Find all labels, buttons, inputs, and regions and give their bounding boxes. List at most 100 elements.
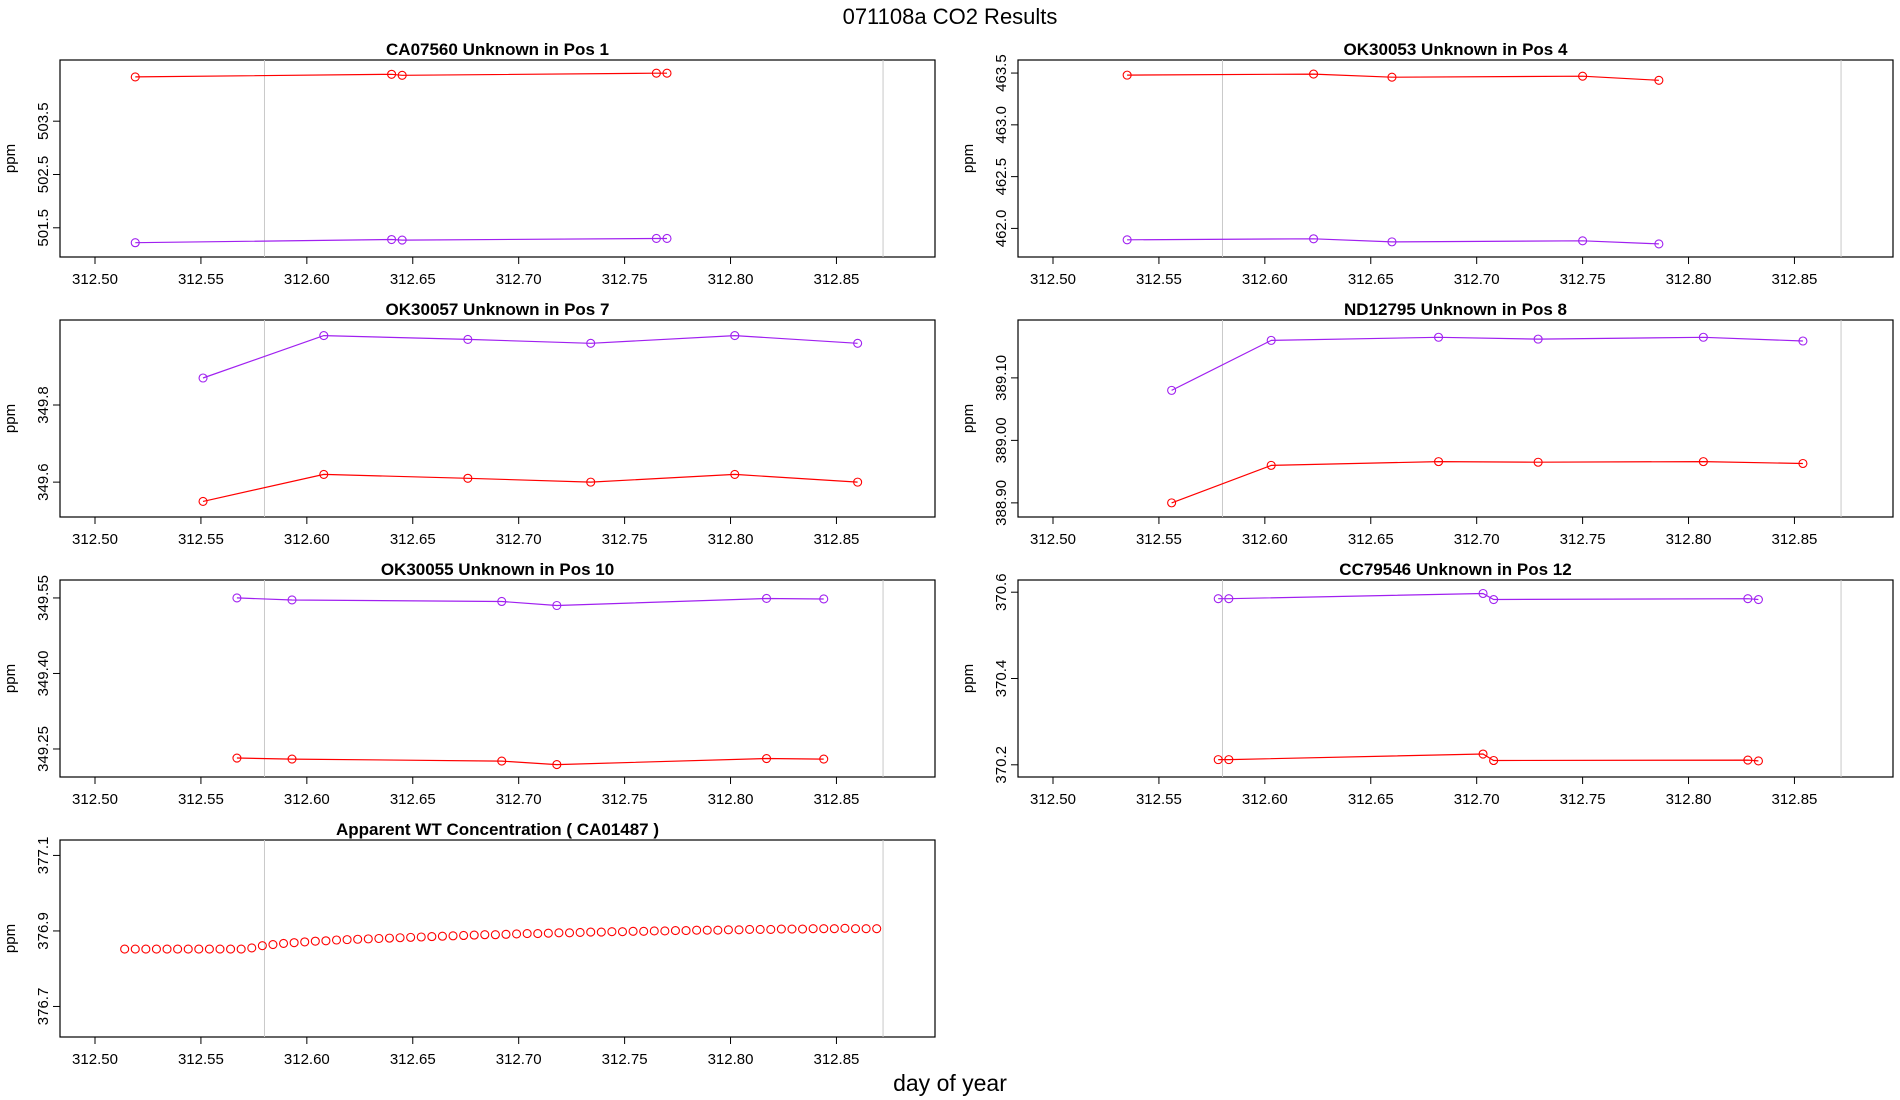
data-point-purple	[198, 373, 208, 383]
data-point-red	[670, 926, 680, 936]
data-point-purple	[586, 338, 596, 348]
panel-4: ND12795 Unknown in Pos 8 312.50 312.55 312.…	[960, 300, 1894, 548]
x-tick-label: 312.75	[1560, 791, 1606, 808]
data-point-red	[232, 753, 242, 763]
data-point-purple	[853, 338, 863, 348]
plot-frame	[1017, 579, 1894, 778]
data-point-purple	[1753, 594, 1763, 605]
plot-frame	[59, 839, 936, 1038]
data-point-purple	[397, 235, 407, 245]
data-point-purple	[730, 331, 740, 341]
data-point-red	[861, 924, 871, 934]
data-point-red	[501, 929, 511, 939]
x-tick-label: 312.80	[1666, 791, 1712, 808]
data-point-purple	[1533, 334, 1543, 344]
y-tick-label: 503.5	[35, 102, 52, 140]
data-point-red	[819, 754, 829, 764]
panel-title: Apparent WT Concentration ( CA01487 )	[336, 820, 659, 839]
data-point-purple	[1434, 332, 1444, 342]
panel-7: Apparent WT Concentration ( CA01487 ) 312…	[2, 820, 936, 1068]
data-point-red	[353, 934, 363, 944]
x-tick-label: 312.80	[708, 791, 754, 808]
data-point-red	[1224, 755, 1234, 765]
data-point-red	[639, 926, 649, 936]
y-tick-label: 349.6	[35, 463, 52, 501]
y-tick-label: 370.6	[993, 573, 1010, 611]
data-point-red	[1578, 71, 1588, 81]
data-point-red	[278, 938, 289, 948]
data-point-purple	[319, 331, 329, 341]
panel-title: CA07560 Unknown in Pos 1	[386, 40, 609, 59]
y-axis-label: ppm	[960, 144, 977, 173]
x-tick-label: 312.50	[1030, 791, 1076, 808]
data-point-red	[247, 943, 257, 953]
data-point-red	[651, 68, 661, 78]
figure-title: 071108a CO2 Results	[842, 4, 1058, 29]
x-tick-label: 312.60	[284, 531, 330, 548]
data-point-red	[1387, 72, 1397, 82]
series-line-red	[202, 473, 858, 502]
data-point-red	[681, 926, 691, 936]
data-point-red	[141, 944, 151, 954]
series-line-red	[135, 72, 667, 78]
x-tick-label: 312.80	[708, 1051, 754, 1068]
x-tick-label: 312.85	[814, 1051, 860, 1068]
y-tick-label: 463.0	[993, 106, 1010, 144]
x-tick-label: 312.55	[178, 271, 224, 288]
data-point-red	[554, 928, 564, 938]
data-point-red	[331, 935, 342, 945]
x-tick-label: 312.50	[1030, 271, 1076, 288]
data-point-red	[416, 932, 426, 942]
data-point-purple	[497, 596, 507, 607]
data-point-red	[363, 934, 373, 944]
plot-frame	[1017, 59, 1894, 258]
data-point-red	[130, 72, 140, 82]
x-tick-label: 312.70	[1454, 271, 1500, 288]
x-tick-label: 312.65	[390, 531, 436, 548]
data-point-red	[268, 939, 278, 950]
data-point-purple	[287, 595, 297, 605]
x-tick-label: 312.55	[1136, 271, 1182, 288]
data-point-red	[183, 944, 193, 954]
data-point-red	[713, 925, 723, 935]
series-line-red	[1127, 73, 1659, 81]
y-tick-label: 462.0	[993, 210, 1010, 248]
y-tick-label: 388.90	[993, 480, 1010, 526]
data-point-purple	[1478, 588, 1488, 599]
data-point-red	[427, 932, 437, 942]
data-point-red	[1654, 75, 1664, 85]
data-point-red	[289, 938, 299, 948]
data-point-red	[287, 754, 297, 764]
x-tick-label: 312.70	[496, 531, 542, 548]
data-point-red	[761, 753, 772, 764]
x-tick-label: 312.60	[1242, 271, 1288, 288]
x-tick-label: 312.75	[1560, 531, 1606, 548]
x-tick-label: 312.85	[814, 531, 860, 548]
data-point-red	[745, 924, 755, 934]
data-point-red	[564, 928, 575, 938]
x-tick-label: 312.80	[1666, 531, 1712, 548]
data-point-red	[497, 756, 507, 766]
x-tick-label: 312.80	[708, 271, 754, 288]
data-point-red	[490, 930, 500, 940]
data-point-purple	[552, 600, 562, 611]
y-tick-label: 370.2	[993, 746, 1010, 784]
x-tick-label: 312.65	[390, 1051, 436, 1068]
data-point-red	[384, 933, 395, 943]
data-point-red	[522, 929, 532, 939]
data-point-red	[1309, 69, 1319, 79]
y-axis-label: ppm	[960, 404, 977, 433]
panel-title: OK30053 Unknown in Pos 4	[1344, 40, 1568, 59]
panel-title: ND12795 Unknown in Pos 8	[1344, 300, 1567, 319]
data-point-red	[649, 926, 659, 936]
y-tick-label: 349.55	[35, 575, 52, 621]
data-point-red	[319, 469, 329, 479]
x-tick-label: 312.80	[1666, 271, 1712, 288]
data-point-red	[798, 924, 808, 934]
data-point-red	[395, 933, 405, 943]
data-point-purple	[819, 594, 829, 604]
data-point-purple	[130, 238, 140, 248]
data-point-red	[321, 936, 331, 946]
series-line-red	[236, 757, 824, 766]
x-tick-label: 312.60	[284, 271, 330, 288]
